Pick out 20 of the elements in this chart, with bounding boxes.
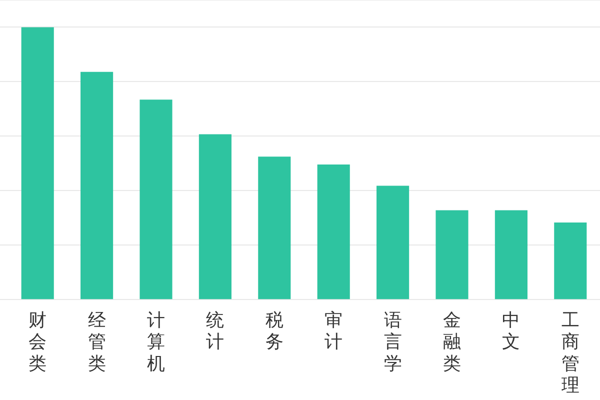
bar (436, 210, 468, 300)
bar (140, 100, 172, 300)
x-tick-label: 经管类 (88, 310, 106, 374)
x-tick-label: 语言学 (384, 310, 402, 374)
bar (258, 156, 291, 300)
bar (554, 222, 587, 300)
x-tick-label: 审计 (324, 310, 343, 353)
x-tick-label: 统计 (206, 310, 224, 353)
bar (494, 210, 528, 300)
x-tick-label: 税务 (265, 310, 284, 353)
x-tick-label: 中文 (502, 310, 520, 353)
x-tick-label: 财会类 (28, 310, 47, 374)
x-tick-label: 计算机 (147, 310, 165, 374)
bar (21, 27, 54, 300)
bar (80, 72, 114, 300)
bar (198, 134, 232, 300)
bar (317, 164, 350, 300)
x-tick-label: 工商管理 (561, 310, 580, 396)
bar (376, 186, 410, 300)
x-tick-label: 金融类 (443, 310, 461, 374)
